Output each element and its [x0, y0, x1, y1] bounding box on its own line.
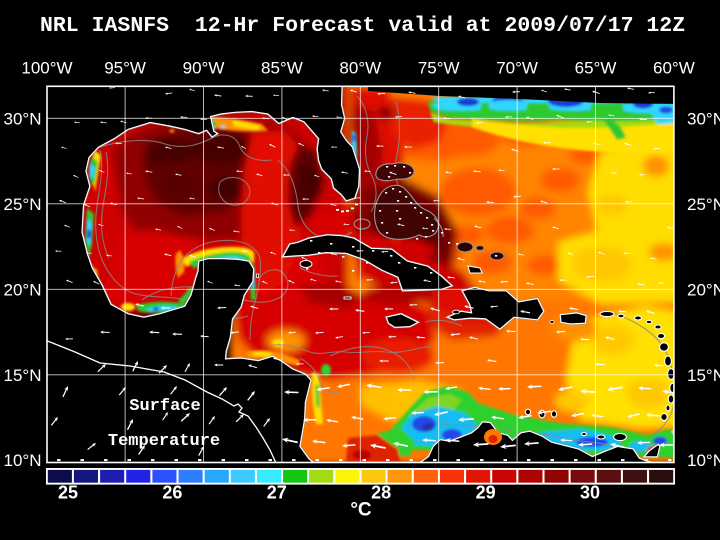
svg-text:26: 26	[162, 483, 182, 503]
svg-text:30°N: 30°N	[687, 109, 720, 128]
svg-text:15°N: 15°N	[4, 366, 42, 385]
svg-text:15°N: 15°N	[687, 366, 720, 385]
svg-text:85°W: 85°W	[261, 59, 303, 78]
svg-text:10°N: 10°N	[4, 451, 42, 470]
svg-text:30°N: 30°N	[4, 109, 42, 128]
svg-text:25°N: 25°N	[687, 195, 720, 214]
svg-text:°C: °C	[350, 500, 372, 521]
svg-text:70°W: 70°W	[496, 59, 538, 78]
svg-text:25: 25	[58, 483, 78, 503]
svg-text:80°W: 80°W	[339, 59, 381, 78]
svg-text:90°W: 90°W	[183, 59, 225, 78]
svg-text:28: 28	[371, 483, 391, 503]
svg-text:20°N: 20°N	[4, 280, 42, 299]
svg-text:NRL IASNFS 12-Hr Forecast val: NRL IASNFS 12-Hr Forecast valid at 2009/…	[40, 14, 685, 38]
svg-text:Temperature: Temperature	[108, 432, 220, 451]
svg-text:20°N: 20°N	[687, 280, 720, 299]
svg-text:100°W: 100°W	[21, 59, 72, 78]
svg-text:29: 29	[476, 483, 496, 503]
svg-text:65°W: 65°W	[575, 59, 617, 78]
svg-text:25°N: 25°N	[4, 195, 42, 214]
svg-text:10°N: 10°N	[687, 451, 720, 470]
svg-text:Surface: Surface	[129, 397, 200, 416]
svg-text:75°W: 75°W	[418, 59, 460, 78]
svg-text:27: 27	[267, 483, 287, 503]
svg-text:95°W: 95°W	[104, 59, 146, 78]
svg-text:30: 30	[580, 483, 600, 503]
svg-text:60°W: 60°W	[653, 59, 695, 78]
